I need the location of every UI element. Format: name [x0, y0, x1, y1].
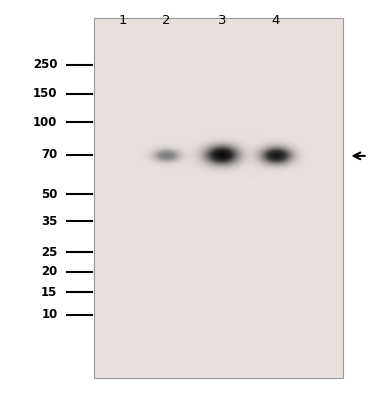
Text: 1: 1 — [118, 14, 127, 27]
Text: 2: 2 — [162, 14, 171, 27]
Text: 100: 100 — [33, 116, 57, 129]
Text: 35: 35 — [41, 215, 57, 228]
Text: 150: 150 — [33, 87, 57, 100]
Text: 25: 25 — [41, 246, 57, 258]
Text: 15: 15 — [41, 286, 57, 299]
Text: 250: 250 — [33, 58, 57, 71]
Text: 4: 4 — [272, 14, 280, 27]
Text: 70: 70 — [41, 148, 57, 161]
Bar — [94, 18, 343, 378]
Text: 3: 3 — [218, 14, 226, 27]
Text: 50: 50 — [41, 188, 57, 201]
Text: 10: 10 — [41, 308, 57, 322]
Text: 20: 20 — [41, 265, 57, 278]
